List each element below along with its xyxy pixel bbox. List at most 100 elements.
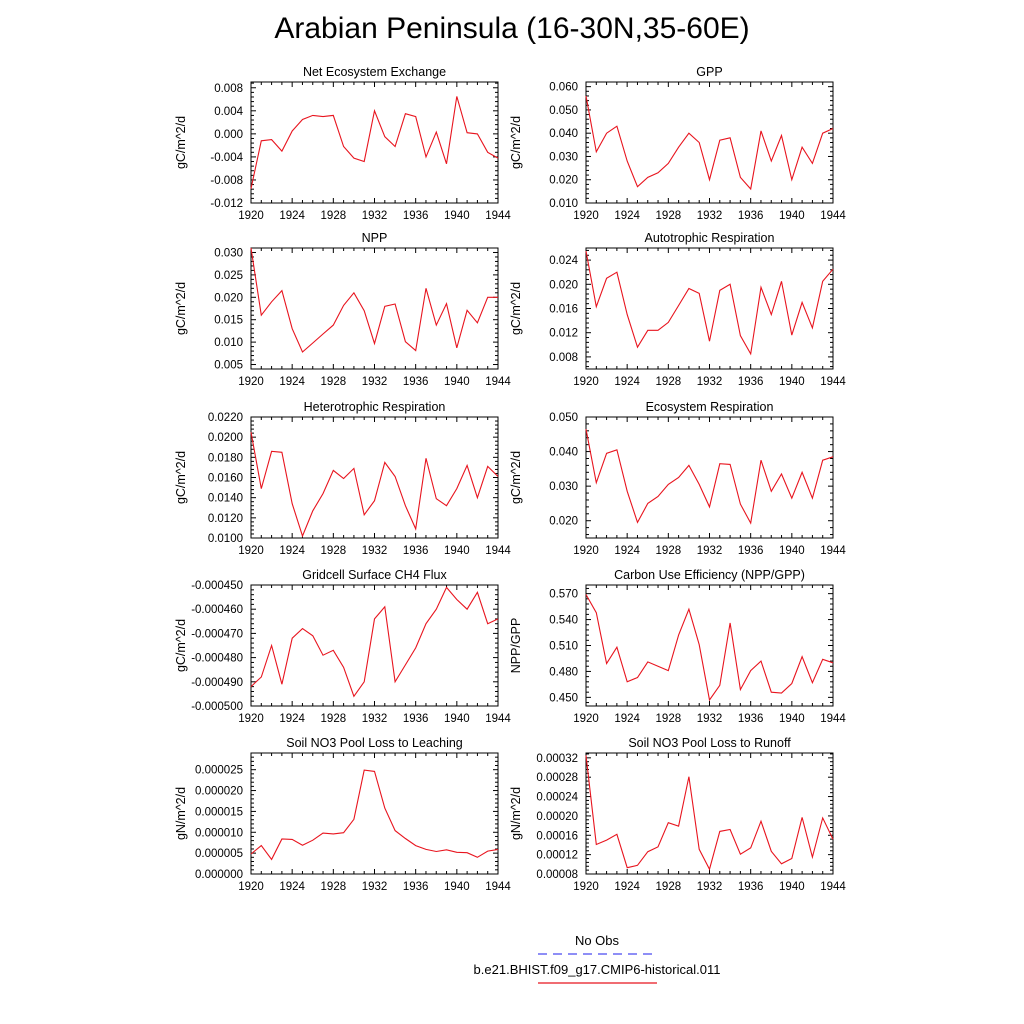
x-tick-label: 1924 [279,545,305,557]
legend: No Obs b.e21.BHIST.f09_g17.CMIP6-historic… [474,933,721,984]
x-tick-label: 1940 [444,376,470,388]
y-tick-label: 0.040 [549,447,578,459]
y-tick-label: 0.060 [549,82,578,94]
series-line [585,428,834,525]
x-tick-label: 1928 [321,713,347,725]
x-tick-label: 1920 [238,210,264,222]
x-tick-label: 1932 [697,210,723,222]
y-tick-label: 0.000010 [195,827,243,839]
y-tick-label: -0.000500 [191,701,243,713]
series-line [250,586,499,698]
series-line [585,594,834,702]
y-axis-label: gC/m^2/d [174,451,188,504]
panel-title: Soil NO3 Pool Loss to Runoff [628,736,791,750]
series-line [250,247,498,353]
x-tick-label: 1944 [820,713,846,725]
panel-title: Net Ecosystem Exchange [303,65,446,79]
x-tick-label: 1920 [573,210,599,222]
y-tick-label: 0.00016 [536,830,578,842]
x-tick-label: 1932 [697,713,723,725]
y-tick-label: -0.000470 [191,628,243,640]
y-tick-label: 0.00028 [536,772,578,784]
chart-panel: Soil NO3 Pool Loss to Leaching gN/m^2/d 19… [174,736,511,893]
panel-title: NPP [362,231,388,245]
y-tick-label: 0.012 [549,328,578,340]
x-tick-label: 1936 [403,210,429,222]
x-tick-label: 1928 [656,713,682,725]
y-tick-label: -0.012 [210,198,243,210]
x-tick-label: 1924 [279,210,305,222]
y-tick-label: 0.020 [549,175,578,187]
x-tick-label: 1920 [573,376,599,388]
y-tick-label: 0.020 [549,516,578,528]
y-tick-label: 0.000005 [195,848,243,860]
plot-frame [585,584,834,707]
x-tick-label: 1920 [573,713,599,725]
x-tick-label: 1932 [697,376,723,388]
x-tick-label: 1920 [238,376,264,388]
y-tick-label: 0.540 [549,615,578,627]
y-tick-label: 0.0120 [208,513,243,525]
x-tick-label: 1932 [362,376,388,388]
y-axis-label: gN/m^2/d [174,787,188,840]
chart-panel: GPP gC/m^2/d 1920 1924 1928 1932 1936 1940 1944 0… [509,65,846,222]
y-axis-label: gC/m^2/d [509,116,523,169]
x-tick-label: 1936 [738,545,764,557]
y-axis-label: gC/m^2/d [174,619,188,672]
chart-panel: Gridcell Surface CH4 Flux gC/m^2/d 1920 192… [174,568,511,725]
y-tick-label: 0.00024 [536,792,578,804]
x-tick-label: 1944 [820,545,846,557]
y-axis-label: gC/m^2/d [174,282,188,335]
x-tick-label: 1920 [573,881,599,893]
x-tick-label: 1940 [779,376,805,388]
chart-panel: Carbon Use Efficiency (NPP/GPP) NPP/GPP 19… [509,568,846,725]
panel-title: Autotrophic Respiration [645,231,775,245]
y-axis-label: gC/m^2/d [509,282,523,335]
legend-label-model: b.e21.BHIST.f09_g17.CMIP6-historical.011 [474,962,721,977]
x-tick-label: 1924 [279,713,305,725]
plot-frame [250,416,499,539]
chart-panel: Ecosystem Respiration gC/m^2/d 1920 1924 192… [509,400,846,557]
series-line [250,432,499,538]
x-tick-label: 1928 [656,881,682,893]
x-tick-label: 1944 [485,376,511,388]
legend-label-no-obs: No Obs [575,933,620,948]
x-tick-label: 1924 [614,210,640,222]
y-tick-label: -0.004 [210,152,243,164]
y-tick-label: 0.0200 [208,432,243,444]
x-tick-label: 1940 [779,210,805,222]
y-tick-label: 0.000025 [195,765,243,777]
x-tick-label: 1944 [485,713,511,725]
x-tick-label: 1940 [444,881,470,893]
x-tick-label: 1924 [614,881,640,893]
y-tick-label: 0.00008 [536,869,578,881]
panel-title: Carbon Use Efficiency (NPP/GPP) [614,568,805,582]
y-tick-label: -0.000490 [191,677,243,689]
y-tick-label: 0.0180 [208,452,243,464]
y-tick-label: 0.030 [549,151,578,163]
x-tick-label: 1944 [485,545,511,557]
x-tick-label: 1928 [321,545,347,557]
chart-panel: Autotrophic Respiration gC/m^2/d 1920 1924 1… [509,231,846,388]
y-tick-label: -0.008 [210,175,243,187]
y-tick-label: 0.015 [214,315,243,327]
series-line [585,95,834,191]
series-line [250,96,499,189]
y-tick-label: 0.000015 [195,806,243,818]
y-tick-label: -0.000480 [191,653,243,665]
x-tick-label: 1928 [656,545,682,557]
panel-title: Ecosystem Respiration [646,400,774,414]
x-tick-label: 1936 [403,545,429,557]
y-tick-label: 0.480 [549,666,578,678]
x-tick-label: 1940 [779,545,805,557]
y-tick-label: 0.000 [214,129,243,141]
x-tick-label: 1924 [279,881,305,893]
x-tick-label: 1936 [403,376,429,388]
x-tick-label: 1940 [444,713,470,725]
chart-panel: Heterotrophic Respiration gC/m^2/d 1920 192… [174,400,511,557]
y-tick-label: 0.0220 [208,412,243,424]
x-tick-label: 1940 [444,210,470,222]
x-tick-label: 1944 [820,376,846,388]
x-tick-label: 1936 [403,713,429,725]
